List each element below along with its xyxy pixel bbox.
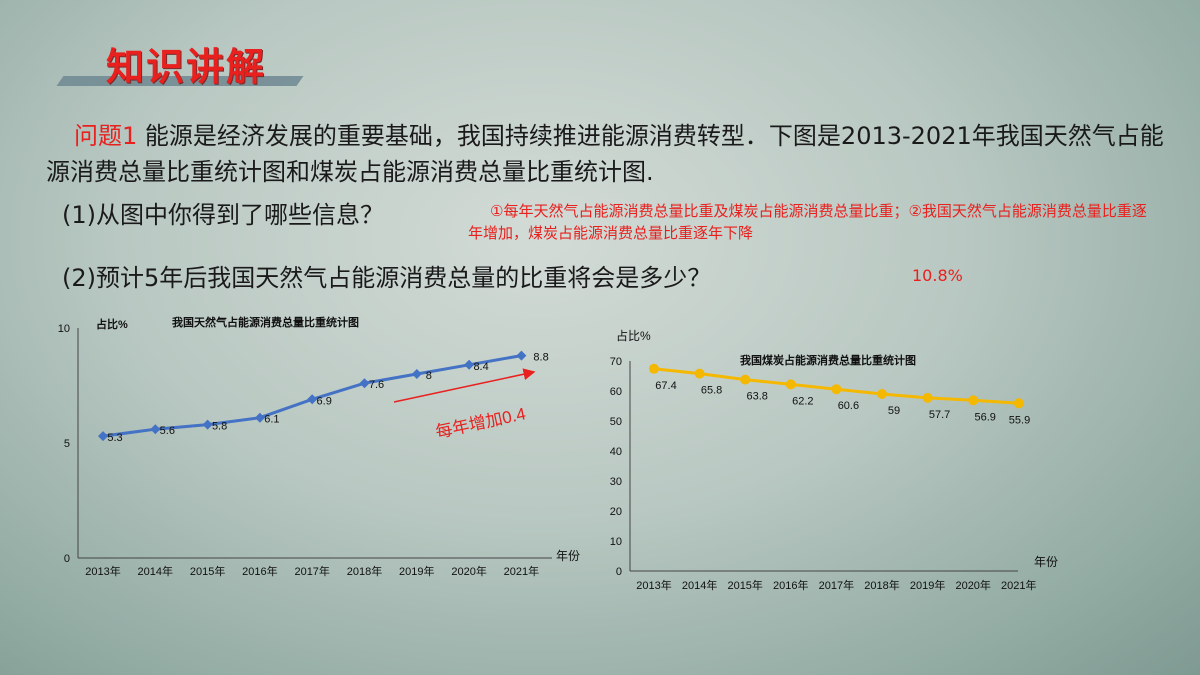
- y-tick-label: 0: [64, 553, 70, 565]
- data-point: [649, 363, 659, 374]
- x-tick-label: 2013年: [85, 564, 120, 578]
- sub-question-1: (1)从图中你得到了哪些信息？: [62, 201, 384, 229]
- data-label: 56.9: [974, 411, 995, 423]
- gas-ylabel: 占比%: [96, 317, 128, 331]
- x-tick-label: 2019年: [910, 578, 945, 592]
- x-tick-label: 2019年: [399, 564, 434, 578]
- x-tick-label: 2017年: [819, 578, 854, 592]
- data-label: 62.2: [792, 395, 813, 407]
- gas-share-chart: 占比% 我国天然气占能源消费总量比重统计图 年份 0 5 10 2013年 2014年…: [58, 315, 580, 578]
- data-label: 60.6: [838, 400, 859, 412]
- data-label: 55.9: [1009, 414, 1030, 426]
- y-tick-label: 40: [610, 446, 622, 458]
- data-point: [254, 412, 265, 423]
- y-tick-label: 20: [610, 506, 622, 518]
- trend-annotation: 每年增加0.4: [434, 404, 528, 442]
- data-label: 6.1: [264, 414, 279, 426]
- x-tick-label: 2016年: [773, 578, 808, 592]
- y-tick-label: 30: [610, 476, 622, 488]
- data-label: 67.4: [655, 380, 676, 392]
- data-point: [411, 369, 422, 379]
- coal-chart-title: 我国煤炭占能源消费总量比重统计图: [740, 353, 916, 367]
- data-point: [877, 389, 887, 399]
- gas-chart-title: 我国天然气占能源消费总量比重统计图: [172, 315, 359, 329]
- data-label: 63.8: [746, 391, 767, 403]
- x-tick-label: 2021年: [504, 564, 539, 578]
- data-point: [359, 378, 370, 389]
- data-label: 5.6: [160, 425, 175, 437]
- answer-1: ①每年天然气占能源消费总量比重及煤炭占能源消费总量比重；②我国天然气占能源消费总…: [468, 202, 1147, 242]
- coal-share-chart: 占比% 我国煤炭占能源消费总量比重统计图 年份 010203040506070 …: [610, 328, 1058, 592]
- gas-xlabel: 年份: [556, 549, 580, 563]
- data-point: [307, 394, 318, 405]
- data-point: [516, 350, 527, 361]
- x-tick-label: 2014年: [682, 578, 717, 592]
- x-tick-label: 2018年: [864, 578, 899, 592]
- x-tick-label: 2020年: [955, 578, 990, 592]
- x-tick-label: 2020年: [451, 564, 486, 578]
- data-point: [922, 392, 933, 403]
- x-tick-label: 2015年: [727, 578, 762, 592]
- data-point: [150, 424, 161, 435]
- data-label: 59: [888, 405, 900, 417]
- x-tick-label: 2015年: [190, 564, 225, 578]
- data-label: 8.8: [533, 352, 548, 364]
- x-tick-label: 2013年: [636, 578, 671, 592]
- data-label: 6.9: [317, 395, 332, 407]
- y-tick-label: 10: [610, 536, 622, 548]
- trend-arrow: [393, 368, 536, 403]
- y-tick-label: 50: [610, 416, 622, 428]
- y-tick-label: 70: [610, 356, 622, 368]
- data-label: 8.4: [473, 361, 488, 373]
- question-body: 能源是经济发展的重要基础，我国持续推进能源消费转型．下图是2013-2021年我…: [46, 122, 1164, 186]
- x-tick-label: 2021年: [1001, 578, 1036, 592]
- coal-ylabel: 占比%: [616, 328, 651, 343]
- data-point: [831, 384, 842, 395]
- y-tick-label: 10: [58, 323, 70, 335]
- data-point: [1013, 398, 1024, 409]
- y-tick-label: 60: [610, 386, 622, 398]
- data-label: 8: [426, 370, 432, 382]
- data-label: 65.8: [701, 385, 722, 397]
- answer-2: 10.8%: [912, 266, 963, 285]
- question-label: 问题1: [74, 122, 138, 150]
- data-point: [968, 395, 979, 406]
- data-point: [694, 368, 705, 379]
- y-tick-label: 0: [616, 566, 622, 578]
- data-point: [98, 431, 108, 442]
- data-label: 5.3: [107, 432, 122, 444]
- x-tick-label: 2016年: [242, 564, 277, 578]
- page-title: 知识讲解: [106, 45, 267, 89]
- sub-question-2: (2)预计5年后我国天然气占能源消费总量的比重将会是多少？: [62, 264, 712, 292]
- x-tick-label: 2017年: [294, 564, 329, 578]
- data-point: [740, 374, 751, 385]
- x-tick-label: 2018年: [347, 564, 382, 578]
- data-point: [202, 419, 213, 430]
- question-text: 问题1 能源是经济发展的重要基础，我国持续推进能源消费转型．下图是2013-20…: [46, 118, 1166, 190]
- x-tick-label: 2014年: [138, 564, 173, 578]
- y-tick-label: 5: [64, 438, 70, 450]
- data-label: 57.7: [929, 409, 950, 421]
- data-point: [464, 359, 475, 370]
- data-label: 5.8: [212, 421, 227, 433]
- data-point: [785, 379, 796, 390]
- data-label: 7.6: [369, 379, 384, 391]
- coal-xlabel: 年份: [1034, 555, 1058, 569]
